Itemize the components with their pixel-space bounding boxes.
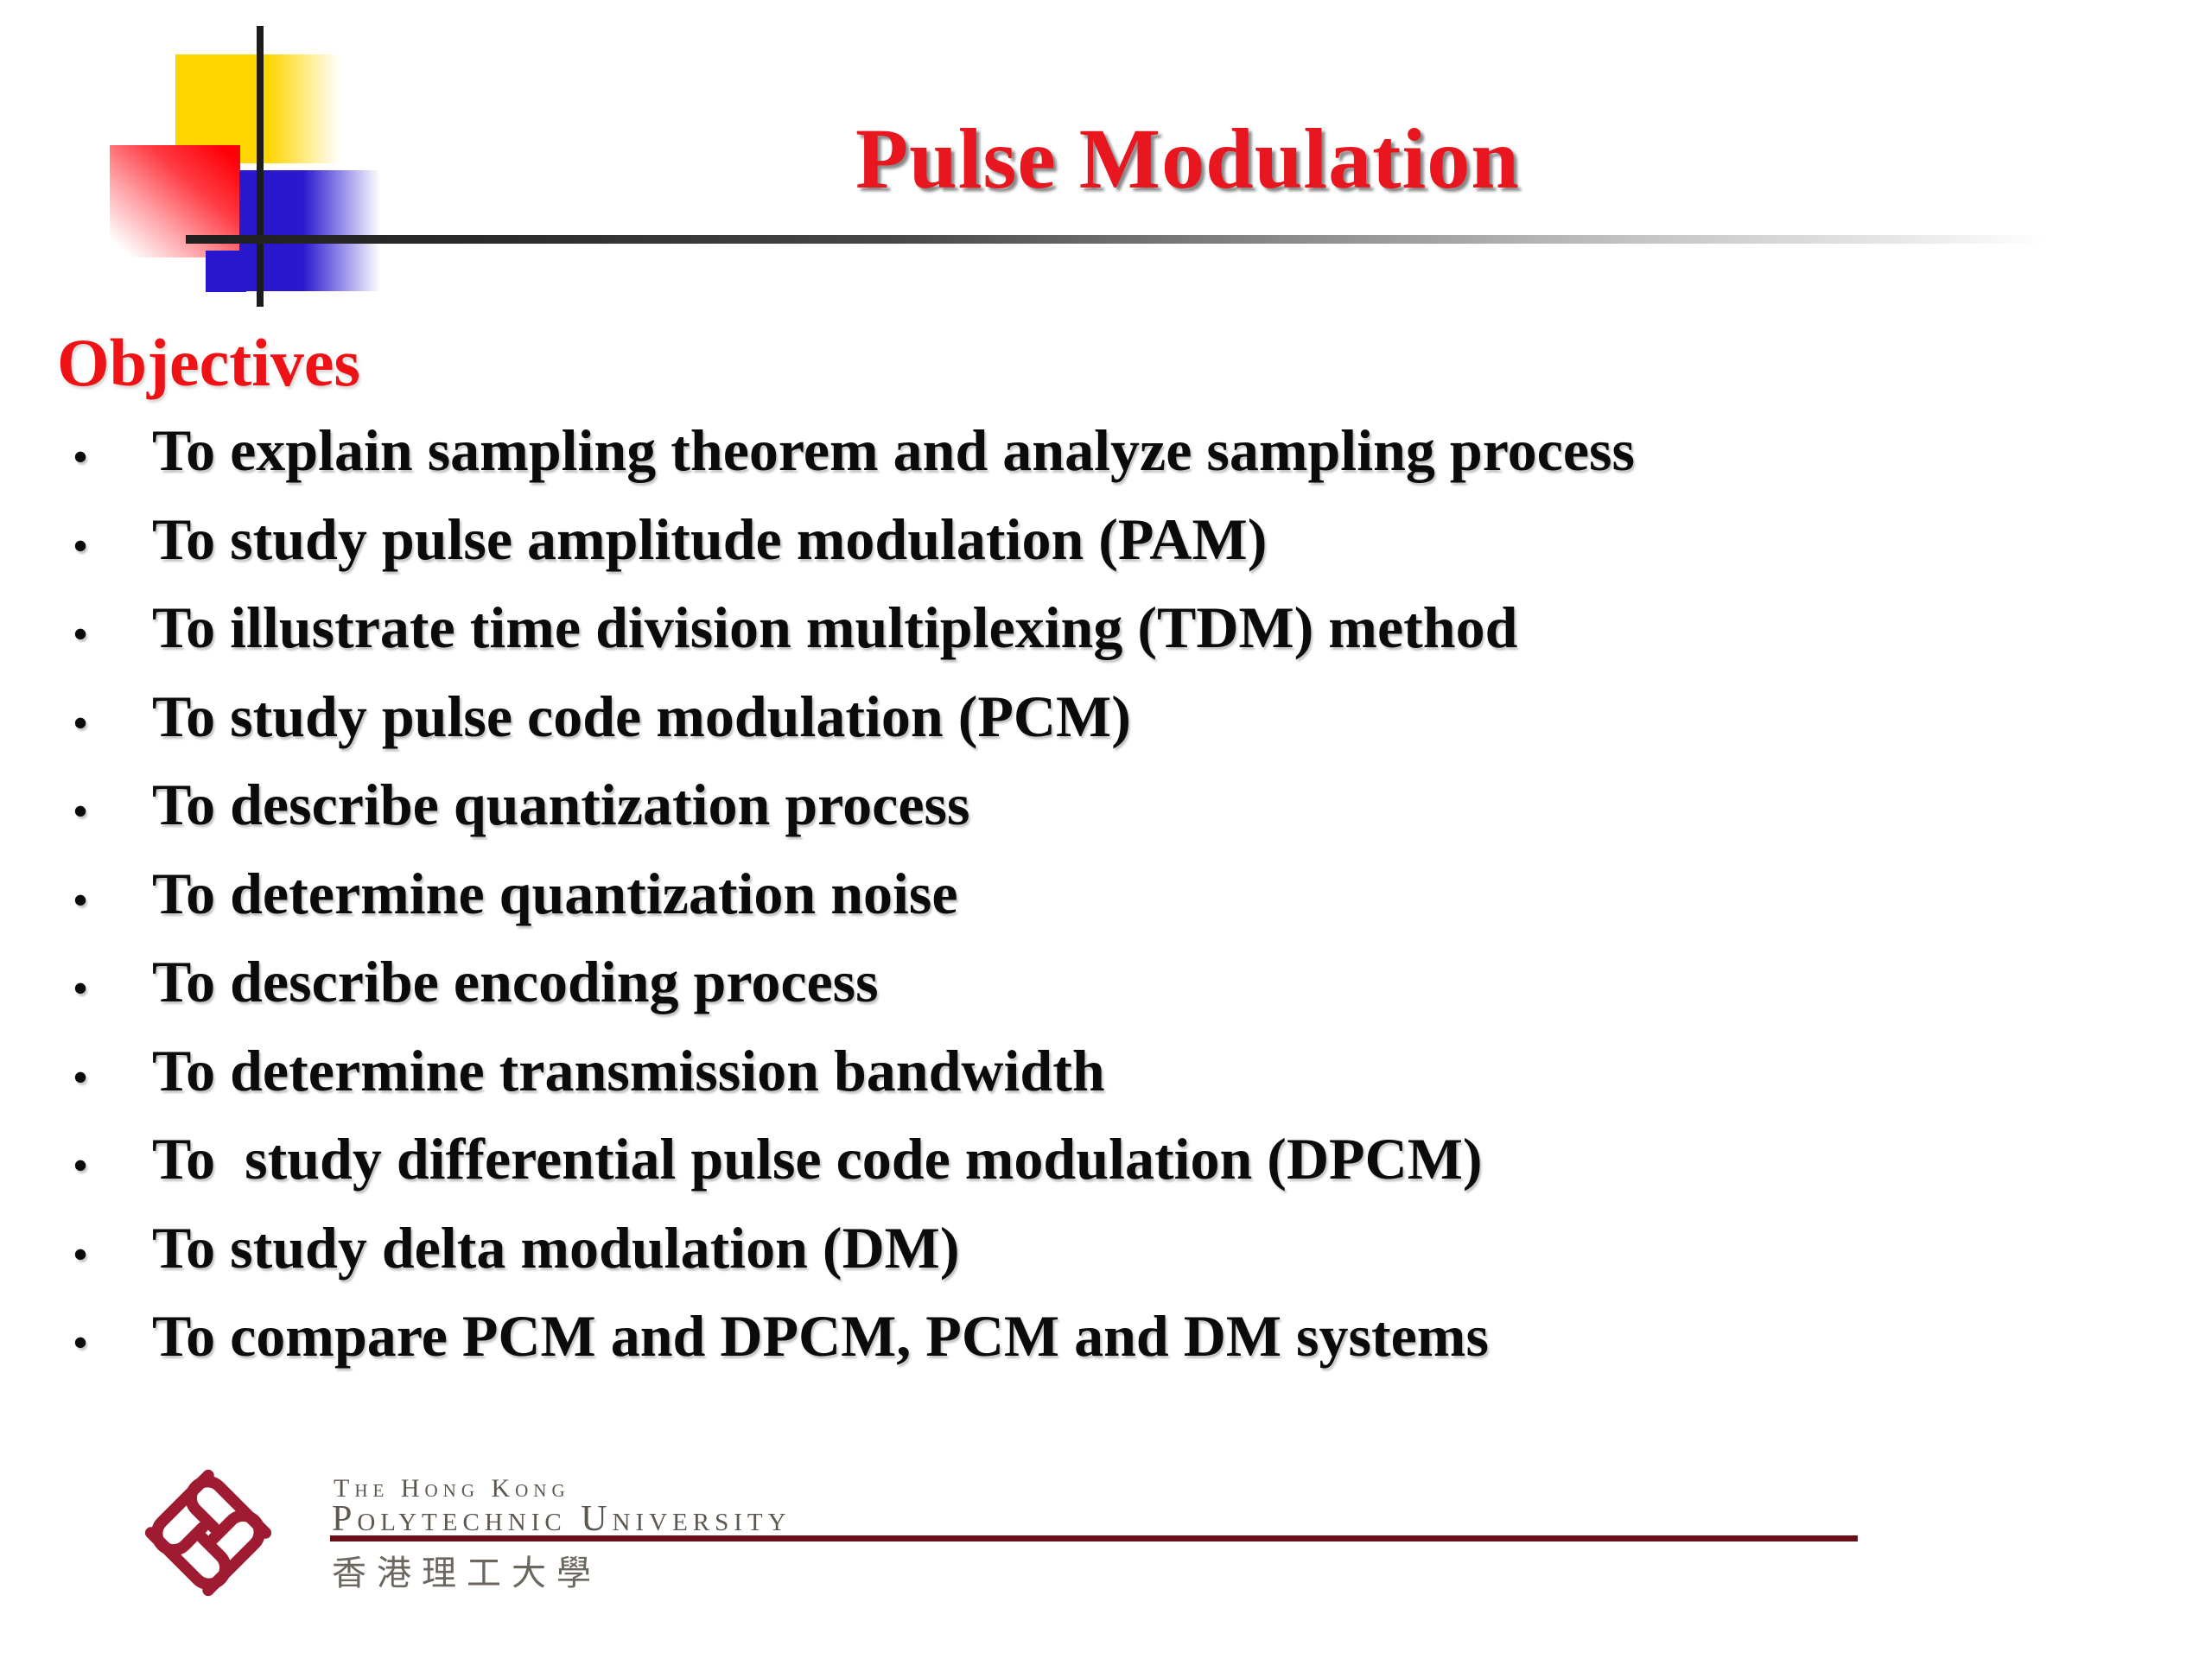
objective-item: To study pulse amplitude modulation (PAM…: [73, 495, 1635, 584]
objective-item: To determine transmission bandwidth: [73, 1027, 1635, 1116]
objectives-heading: Objectives: [57, 325, 360, 400]
objective-item: To study delta modulation (DM): [73, 1204, 1635, 1293]
objective-item: To determine quantization noise: [73, 849, 1635, 938]
footer-rule: [330, 1535, 1858, 1541]
blue-square-tab: [206, 251, 246, 292]
objective-item: To describe encoding process: [73, 938, 1635, 1027]
objective-item: To illustrate time division multiplexing…: [73, 583, 1635, 672]
university-name-line2: Polytechnic University: [332, 1499, 791, 1539]
university-name-chinese: 香港理工大學: [332, 1554, 601, 1593]
objective-item: To study differential pulse code modulat…: [73, 1115, 1635, 1204]
objectives-list: To explain sampling theorem and analyze …: [73, 406, 1635, 1381]
polyu-logo-icon: [144, 1469, 272, 1597]
objective-item: To describe quantization process: [73, 760, 1635, 849]
university-name-line1: The Hong Kong: [334, 1474, 570, 1503]
objective-item: To explain sampling theorem and analyze …: [73, 406, 1635, 495]
objective-item: To compare PCM and DPCM, PCM and DM syst…: [73, 1292, 1635, 1381]
vertical-cross-line: [257, 26, 264, 307]
title-underline-rule: [186, 235, 2065, 244]
page-title: Pulse Modulation: [855, 111, 1520, 207]
objective-item: To study pulse code modulation (PCM): [73, 672, 1635, 761]
